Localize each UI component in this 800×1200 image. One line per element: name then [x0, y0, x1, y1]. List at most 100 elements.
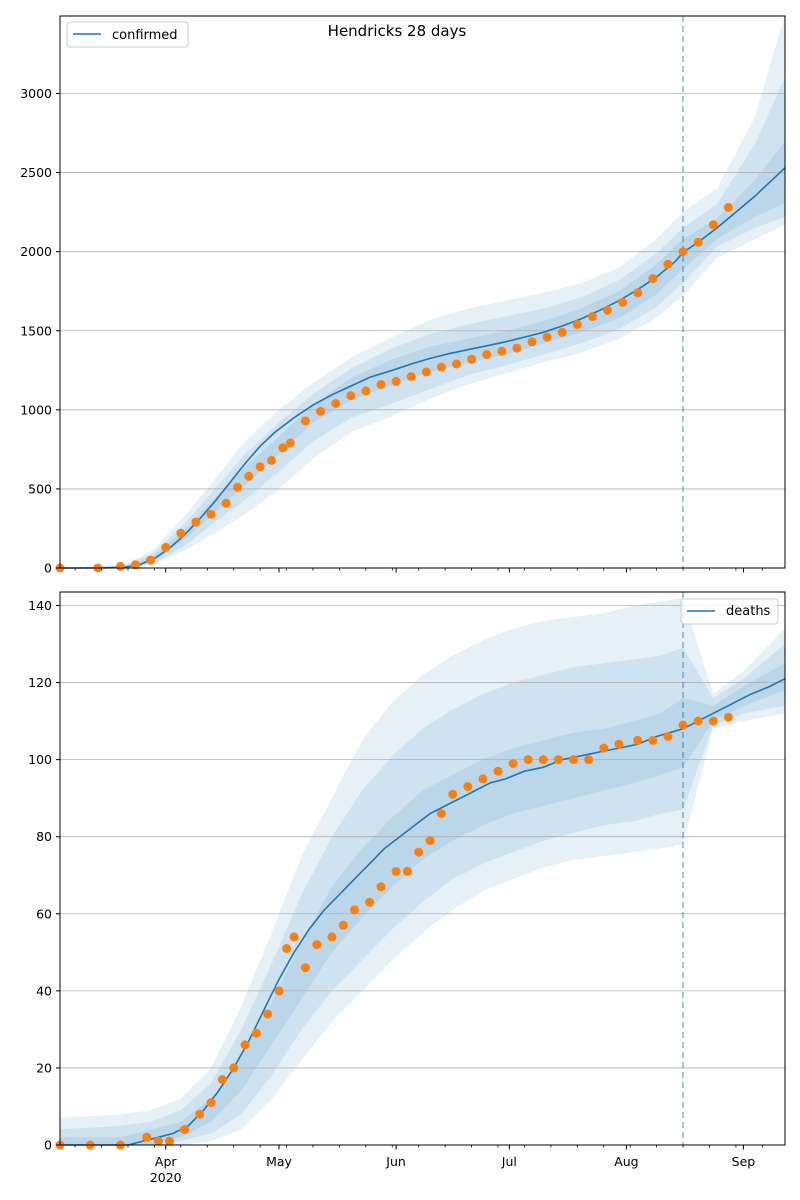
observed-point — [161, 542, 171, 552]
observed-point — [648, 274, 658, 284]
observed-point — [527, 337, 537, 347]
observed-point — [648, 735, 658, 745]
observed-point — [115, 561, 125, 571]
y-tick-label: 60 — [36, 906, 52, 921]
observed-point — [240, 1040, 250, 1050]
deaths-legend-box — [680, 598, 779, 625]
uncertainty-band — [60, 14, 785, 568]
observed-point — [206, 509, 216, 519]
observed-point — [338, 920, 348, 930]
y-tick-label: 20 — [36, 1060, 52, 1075]
confirmed-legend-box — [66, 21, 189, 48]
observed-point — [452, 359, 461, 369]
observed-point — [723, 202, 733, 212]
confirmed-uncertainty-bands — [60, 14, 785, 568]
deaths-legend-label: deaths — [726, 604, 771, 619]
observed-point — [584, 755, 594, 765]
observed-point — [633, 288, 643, 298]
observed-point — [350, 905, 359, 915]
observed-point — [300, 416, 310, 426]
observed-point — [300, 963, 310, 973]
observed-point — [221, 498, 231, 508]
observed-point — [467, 354, 477, 364]
observed-point — [282, 944, 292, 953]
observed-point — [553, 755, 563, 765]
observed-point — [316, 406, 325, 416]
observed-point — [538, 755, 548, 765]
observed-point — [493, 766, 503, 776]
observed-point — [165, 1136, 174, 1146]
deaths-uncertainty-bands — [60, 597, 785, 1145]
observed-point — [274, 986, 284, 996]
observed-point — [603, 305, 612, 315]
observed-point — [663, 259, 673, 269]
observed-point — [614, 739, 624, 749]
axes-frame — [59, 15, 786, 569]
observed-point — [618, 297, 628, 307]
uncertainty-band — [60, 597, 785, 1145]
observed-point — [512, 343, 522, 353]
observed-point — [217, 1075, 227, 1084]
x-tick-label: Jul — [501, 1154, 517, 1169]
confirmed-legend: confirmed — [66, 21, 189, 48]
observed-point — [436, 809, 446, 819]
deaths-model-line-group — [60, 677, 786, 1146]
observed-point — [255, 462, 265, 472]
x-tick-label: Apr — [155, 1154, 177, 1169]
observed-point — [633, 735, 643, 745]
uncertainty-band — [60, 77, 785, 568]
y-tick-label: 100 — [28, 752, 52, 767]
observed-point — [206, 1098, 216, 1108]
observed-point — [289, 932, 299, 942]
observed-point — [146, 555, 156, 565]
confirmed-y-ticks: 0 500 1000 1500 2000 2500 3000 — [20, 86, 60, 576]
observed-point — [478, 774, 488, 784]
observed-point — [425, 836, 435, 846]
observed-point — [327, 932, 337, 942]
confirmed-axes — [59, 15, 786, 569]
observed-point — [391, 866, 401, 876]
observed-point — [572, 319, 582, 329]
series-line-deaths — [60, 677, 786, 1146]
x-tick-label: Jun — [385, 1154, 406, 1169]
observed-point — [663, 732, 673, 741]
observed-point — [153, 1136, 163, 1146]
observed-point — [312, 940, 322, 950]
y-tick-label: 3000 — [20, 86, 52, 101]
y-tick-label: 2000 — [20, 244, 52, 259]
y-tick-label: 500 — [28, 481, 52, 496]
observed-point — [195, 1109, 205, 1119]
observed-point — [508, 759, 518, 768]
observed-point — [142, 1132, 152, 1142]
observed-point — [497, 346, 507, 356]
observed-point — [678, 247, 688, 257]
observed-point — [523, 755, 533, 765]
y-tick-label: 80 — [36, 829, 52, 844]
observed-point — [191, 517, 201, 527]
deaths-y-ticks: 0 20 40 60 80 100 120 140 — [28, 598, 60, 1153]
confirmed-observed-points — [55, 202, 733, 573]
deaths-axes — [59, 591, 786, 1146]
observed-point — [587, 312, 597, 321]
y-tick-label: 1500 — [20, 323, 52, 338]
observed-point — [723, 712, 733, 722]
x-tick-label: Sep — [732, 1154, 756, 1169]
confirmed-panel: 0 500 1000 1500 2000 2500 3000 Hendricks 28 da… — [20, 14, 786, 576]
uncertainty-band — [60, 644, 785, 1145]
observed-point — [263, 1009, 273, 1019]
observed-point — [376, 882, 386, 892]
axes-frame — [59, 591, 786, 1146]
observed-point — [376, 380, 386, 389]
x-tick-label: Aug — [614, 1154, 638, 1169]
observed-point — [542, 332, 552, 342]
y-tick-label: 40 — [36, 983, 52, 998]
observed-point — [244, 471, 254, 481]
observed-point — [346, 391, 356, 401]
observed-point — [402, 866, 412, 876]
observed-point — [251, 1028, 261, 1038]
observed-point — [233, 482, 242, 492]
uncertainty-band — [60, 141, 785, 568]
observed-point — [176, 528, 186, 538]
